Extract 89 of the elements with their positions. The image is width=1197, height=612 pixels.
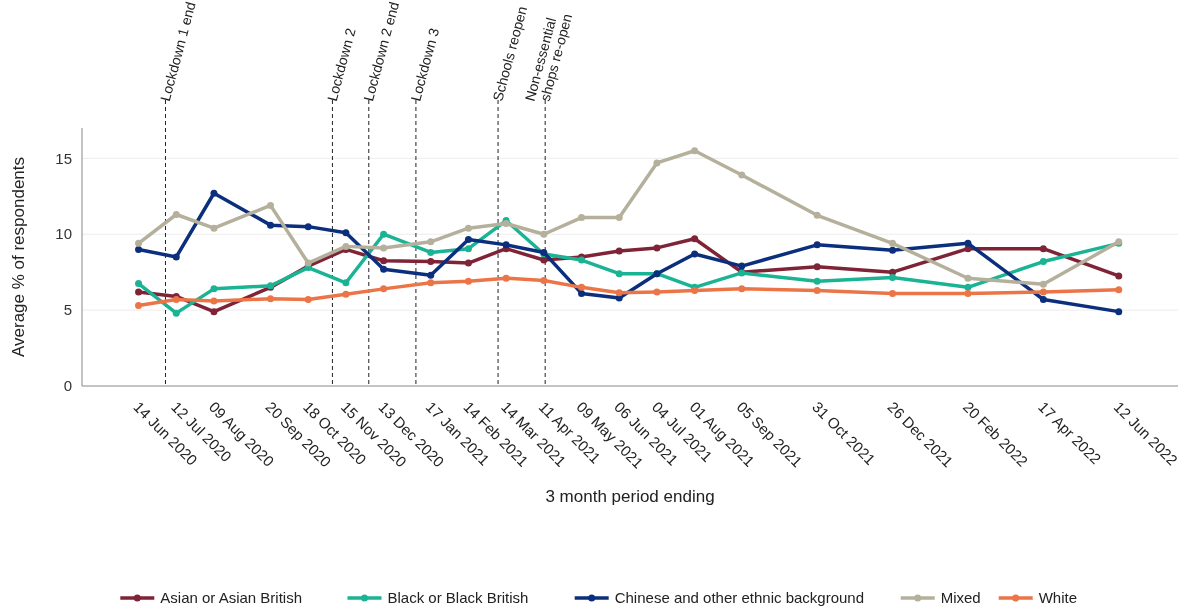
point <box>427 279 435 287</box>
legend-label: White <box>1038 589 1078 607</box>
point <box>691 235 699 243</box>
point <box>267 201 274 209</box>
point <box>964 274 972 282</box>
point <box>342 279 350 287</box>
point <box>135 302 143 310</box>
point <box>267 295 274 303</box>
point <box>427 271 435 279</box>
point <box>813 241 821 249</box>
point <box>1115 272 1123 280</box>
y-tick-label: 0 <box>63 377 72 395</box>
point <box>540 277 548 285</box>
point <box>135 280 143 288</box>
y-axis-title: Average % of respondents <box>9 156 28 358</box>
point <box>210 297 218 305</box>
y-tick-label: 15 <box>55 149 72 167</box>
point <box>1039 288 1047 296</box>
point <box>578 214 586 222</box>
point <box>380 285 388 293</box>
point <box>964 239 972 247</box>
point <box>738 285 746 293</box>
point <box>464 236 472 244</box>
point <box>304 295 312 303</box>
point <box>653 159 661 167</box>
point <box>964 283 972 291</box>
point <box>615 270 623 278</box>
point <box>342 290 350 298</box>
point <box>135 245 143 253</box>
point <box>691 147 699 155</box>
point <box>427 238 435 246</box>
legend-label: Chinese and other ethnic background <box>614 589 865 607</box>
point <box>964 289 972 297</box>
point <box>304 223 312 231</box>
x-axis-title: 3 month period ending <box>545 487 715 506</box>
point <box>380 257 388 265</box>
point <box>813 211 821 219</box>
point <box>427 258 435 266</box>
point <box>464 259 472 267</box>
point <box>210 308 218 316</box>
point <box>813 263 821 271</box>
point <box>1039 258 1047 266</box>
point <box>1115 308 1123 316</box>
point <box>267 221 274 229</box>
point <box>210 224 218 232</box>
point <box>172 253 180 261</box>
point <box>427 248 435 256</box>
y-tick-label: 5 <box>63 301 72 319</box>
point <box>464 224 472 232</box>
point <box>502 274 510 282</box>
point <box>380 265 388 273</box>
point <box>342 229 350 237</box>
point <box>1039 280 1047 288</box>
point <box>135 288 143 296</box>
point <box>210 189 218 197</box>
point <box>464 277 472 285</box>
legend-label: Asian or Asian British <box>160 589 303 607</box>
point <box>615 247 623 255</box>
point <box>540 230 548 238</box>
legend-label: Black or Black British <box>387 589 529 607</box>
point <box>172 309 180 317</box>
point <box>615 214 623 222</box>
point <box>738 171 746 179</box>
point <box>502 241 510 249</box>
point <box>1039 245 1047 253</box>
point <box>813 286 821 294</box>
point <box>653 288 661 296</box>
point <box>813 277 821 285</box>
y-tick-label: 10 <box>55 225 72 243</box>
point <box>172 211 180 219</box>
point <box>540 256 548 264</box>
point <box>1039 295 1047 303</box>
point <box>1115 286 1123 294</box>
point <box>135 239 143 247</box>
point <box>889 289 897 297</box>
point <box>380 244 388 252</box>
point <box>889 239 897 247</box>
point <box>653 244 661 252</box>
point <box>889 246 897 254</box>
point <box>615 289 623 297</box>
point <box>380 230 388 238</box>
point <box>578 289 586 297</box>
legend-label: Mixed <box>940 589 981 607</box>
point <box>691 250 699 258</box>
point <box>464 245 472 253</box>
point <box>210 285 218 293</box>
point <box>889 273 897 281</box>
point <box>738 262 746 270</box>
point <box>578 283 586 291</box>
